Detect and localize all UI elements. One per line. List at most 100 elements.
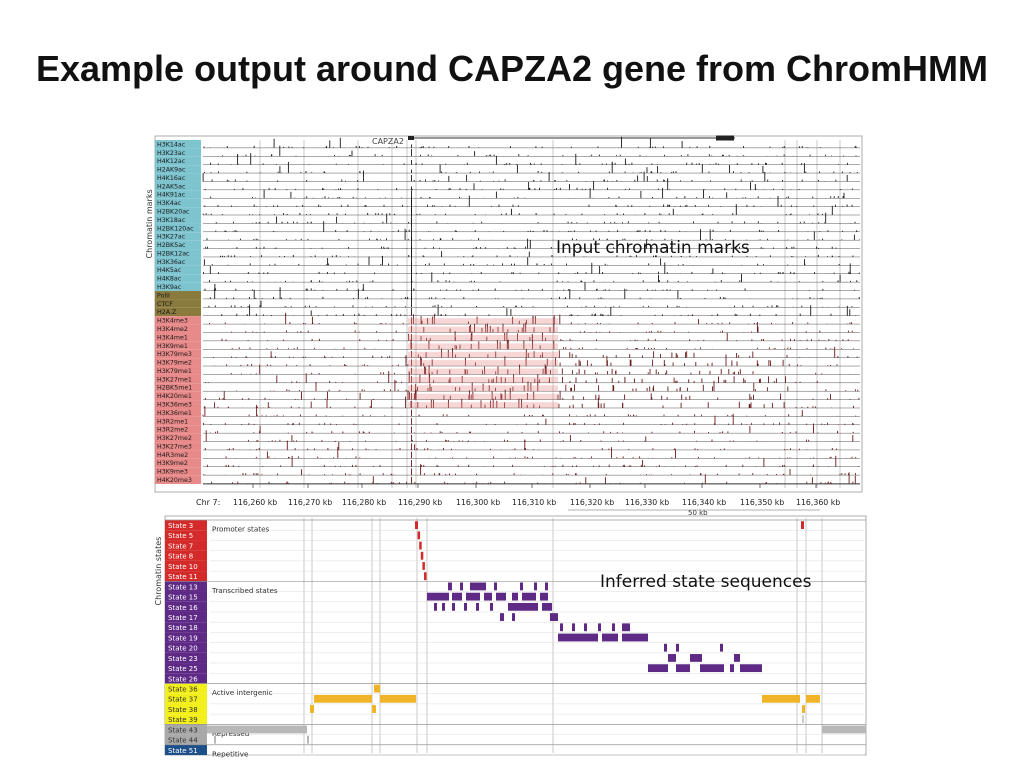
signal-enrichment bbox=[408, 376, 558, 383]
track-label: H2BK120ac bbox=[157, 225, 194, 232]
track-signal bbox=[202, 199, 833, 216]
x-tick-label: 116,330 kb bbox=[625, 498, 669, 507]
track-label: H4K20me1 bbox=[157, 393, 192, 400]
state-segment bbox=[484, 592, 492, 601]
group-label: Repetitive bbox=[212, 750, 249, 759]
state-label: State 3 bbox=[168, 522, 193, 530]
state-segment bbox=[470, 582, 486, 591]
track-signal bbox=[215, 207, 856, 224]
track-label: H2BK20ac bbox=[157, 209, 190, 216]
track-label-box bbox=[155, 148, 201, 157]
track-label-box bbox=[155, 198, 201, 208]
state-label-box bbox=[165, 642, 207, 653]
track-label: H3K4me1 bbox=[157, 334, 188, 341]
track-signal bbox=[203, 464, 856, 476]
state-segment bbox=[442, 602, 445, 611]
state-label: State 5 bbox=[168, 532, 193, 540]
track-label: H3K23ac bbox=[157, 150, 186, 157]
track-label-box bbox=[155, 223, 201, 233]
state-segment bbox=[806, 694, 820, 703]
track-label-box bbox=[155, 391, 201, 401]
track-signal bbox=[222, 145, 857, 157]
bottom-panel-frame bbox=[164, 515, 867, 756]
gene-exon bbox=[408, 136, 414, 140]
state-segment bbox=[584, 623, 587, 632]
track-label: H4K5ac bbox=[157, 267, 182, 274]
track-label-box bbox=[155, 190, 201, 199]
signal-enrichment bbox=[408, 318, 558, 325]
state-label: State 17 bbox=[168, 614, 198, 622]
track-signal bbox=[209, 266, 858, 283]
track-label: H3K27me2 bbox=[157, 435, 192, 442]
track-label-box bbox=[155, 232, 201, 241]
track-signal bbox=[205, 371, 818, 383]
state-segment bbox=[424, 572, 427, 581]
track-label-box bbox=[155, 450, 201, 459]
track-label: H3K9me1 bbox=[157, 343, 188, 350]
track-label-box bbox=[155, 366, 201, 375]
state-segment bbox=[762, 694, 800, 703]
state-segment bbox=[668, 654, 676, 662]
state-label-box bbox=[165, 571, 207, 582]
state-label: State 37 bbox=[168, 696, 198, 704]
track-signal bbox=[207, 455, 860, 467]
callout-input-marks: Input chromatin marks bbox=[556, 238, 750, 258]
state-label-box bbox=[165, 530, 207, 541]
state-label: State 26 bbox=[168, 675, 198, 683]
x-tick-label: 116,280 kb bbox=[342, 498, 386, 507]
track-signal bbox=[203, 136, 857, 148]
track-signal bbox=[209, 423, 854, 434]
track-label: H4K20me3 bbox=[157, 477, 192, 484]
state-segment bbox=[802, 705, 805, 713]
track-label: H3K36me1 bbox=[157, 410, 192, 417]
signal-enrichment bbox=[408, 360, 558, 367]
signal-enrichment bbox=[408, 343, 558, 350]
track-label: PolII bbox=[157, 292, 170, 299]
x-tick-label: 116,350 kb bbox=[740, 498, 784, 507]
state-label: State 20 bbox=[168, 645, 198, 653]
state-segment bbox=[734, 654, 740, 662]
state-label-box bbox=[165, 550, 207, 561]
state-segment bbox=[420, 551, 424, 560]
state-label: State 18 bbox=[168, 624, 198, 632]
track-label-box bbox=[155, 324, 201, 333]
track-label-box bbox=[155, 400, 201, 409]
track-signal bbox=[206, 228, 860, 241]
track-label-box bbox=[155, 416, 201, 426]
track-label: H3K27ac bbox=[157, 234, 186, 241]
track-label: H2AK5ac bbox=[157, 183, 186, 190]
state-segment bbox=[676, 664, 690, 673]
track-label: H3K36ac bbox=[157, 259, 186, 266]
state-label: State 38 bbox=[168, 706, 198, 714]
state-segment bbox=[622, 633, 648, 642]
track-label-box bbox=[155, 291, 201, 300]
state-segment bbox=[560, 623, 563, 632]
state-label-box bbox=[165, 714, 207, 725]
track-label-box bbox=[155, 349, 201, 359]
state-segment bbox=[214, 735, 216, 744]
track-signal bbox=[209, 287, 860, 299]
state-segment bbox=[380, 694, 416, 703]
track-label-box bbox=[155, 249, 201, 258]
state-segment bbox=[500, 613, 504, 621]
track-label-box bbox=[155, 274, 201, 283]
track-signal bbox=[204, 396, 854, 408]
state-segment bbox=[508, 602, 538, 611]
state-segment bbox=[572, 623, 575, 632]
state-segment bbox=[558, 633, 598, 642]
state-label: State 16 bbox=[168, 604, 198, 612]
state-segment bbox=[676, 643, 679, 652]
state-label-box bbox=[165, 560, 207, 572]
state-segment bbox=[730, 664, 734, 673]
state-segment bbox=[494, 582, 497, 591]
track-signal bbox=[231, 339, 854, 350]
state-segment bbox=[648, 664, 668, 673]
track-signal bbox=[205, 236, 837, 249]
track-label-box bbox=[155, 475, 201, 484]
state-segment bbox=[476, 602, 479, 611]
state-label: State 10 bbox=[168, 563, 198, 571]
track-label-box bbox=[155, 341, 201, 350]
state-segment bbox=[612, 623, 615, 632]
chr-label: Chr 7: bbox=[196, 498, 220, 507]
